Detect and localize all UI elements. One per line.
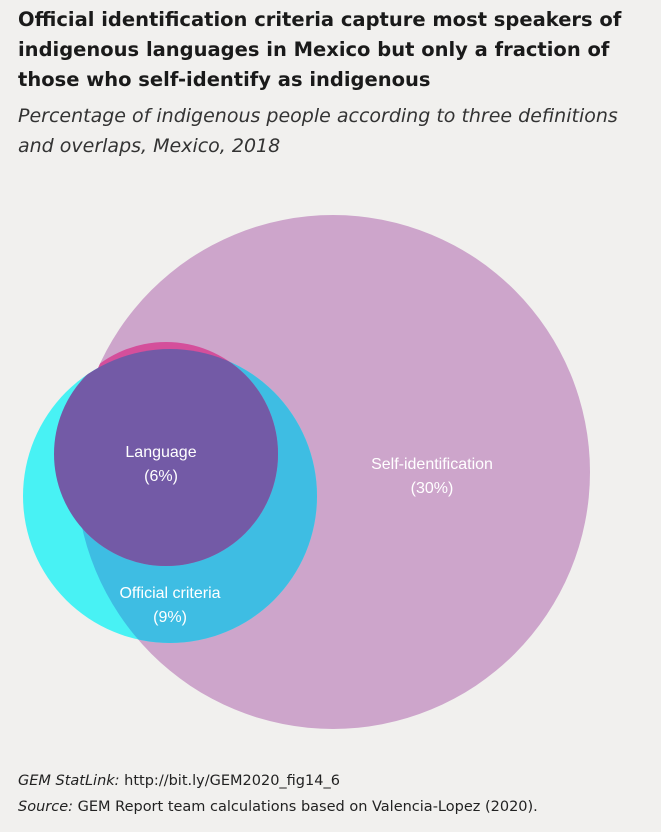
source-text: GEM Report team calculations based on Va… (73, 799, 538, 815)
chart-subtitle: Percentage of indigenous people accordin… (18, 105, 618, 157)
source-line: Source: GEM Report team calculations bas… (18, 794, 658, 820)
language-label: Language (125, 444, 196, 461)
statlink-line: GEM StatLink: http://bit.ly/GEM2020_fig1… (18, 768, 658, 794)
statlink-label: GEM StatLink: (18, 773, 120, 789)
source-label: Source: (18, 799, 74, 815)
chart-title: Official identification criteria capture… (18, 8, 622, 91)
chart-footer: GEM StatLink: http://bit.ly/GEM2020_fig1… (18, 768, 658, 820)
official-criteria-label: Official criteria (119, 585, 220, 602)
self-identification-value: (30%) (411, 480, 454, 497)
language-value: (6%) (144, 468, 178, 485)
self-identification-label: Self-identification (371, 456, 493, 473)
language-official-overlap (54, 349, 278, 566)
official-criteria-value: (9%) (153, 609, 187, 626)
venn-diagram: Language (6%) Official criteria (9%) Sel… (23, 215, 590, 729)
statlink-url[interactable]: http://bit.ly/GEM2020_fig14_6 (119, 773, 340, 789)
